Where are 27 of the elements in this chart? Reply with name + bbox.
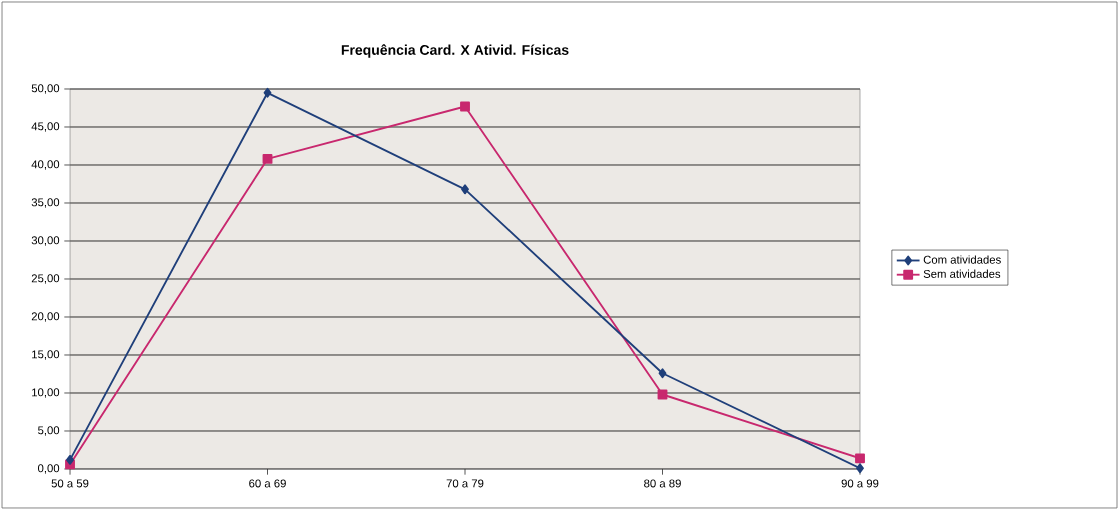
- y-tick-label: 40,00: [31, 160, 60, 170]
- y-tick-label: 5,00: [38, 426, 60, 436]
- y-tick-label: 50,00: [31, 84, 60, 94]
- y-tick-label: 35,00: [31, 198, 60, 208]
- point: [66, 454, 74, 465]
- legend-label: Com atividades: [923, 255, 1001, 264]
- point: [856, 463, 864, 474]
- y-tick-label: 45,00: [31, 122, 60, 132]
- y-tick-label: 20,00: [31, 312, 60, 322]
- point: [263, 87, 272, 98]
- x-tick-label: 80 a 89: [644, 479, 681, 488]
- y-tick-label: 15,00: [32, 350, 60, 360]
- point: [658, 368, 667, 379]
- chart-title: Frequência Card. X Ativid. Físicas: [341, 44, 569, 58]
- point: [460, 101, 470, 112]
- x-tick-label: 90 a 99: [841, 479, 879, 488]
- point: [461, 184, 469, 195]
- y-tick-label: 0,00: [38, 464, 60, 474]
- y-tick-label: 30,00: [31, 236, 60, 246]
- x-tick-label: 60 a 69: [249, 479, 286, 488]
- point: [262, 153, 273, 164]
- y-tick-label: 10,00: [32, 388, 60, 398]
- point: [855, 453, 865, 464]
- y-tick-label: 25,00: [31, 274, 60, 284]
- x-tick-label: 70 a 79: [446, 479, 484, 488]
- legend-label: Sem atividades: [923, 269, 1001, 278]
- x-tick-label: 50 a 59: [51, 479, 89, 488]
